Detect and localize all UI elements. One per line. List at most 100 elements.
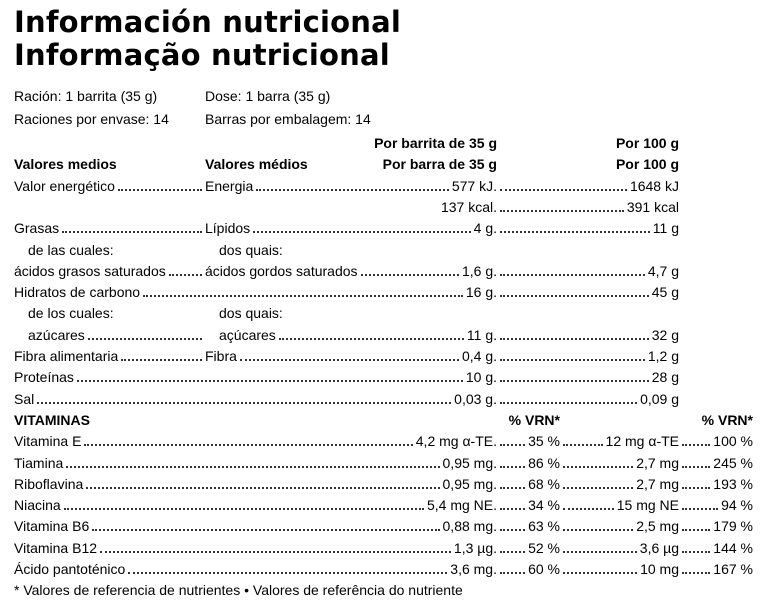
vrn-heading: % VRN* [701, 411, 753, 428]
cell: Por 100 g [497, 154, 679, 174]
value-serving: 10 g. [465, 369, 497, 386]
cell: Por 100 g [497, 133, 679, 153]
leader [500, 486, 526, 489]
cell: Valores médios Por barra de 35 g [205, 154, 497, 174]
leader [563, 572, 638, 574]
value-100g: 391 kcal [626, 198, 679, 215]
header-row: Por barrita de 35 g Por 100 g [14, 133, 679, 153]
cell: Tiamina 0,95 mg. [14, 453, 497, 473]
leader [121, 359, 202, 361]
cell: 0,09 g [497, 389, 679, 409]
value-100g: 1648 kJ [629, 177, 679, 194]
cell: Fibra 0,4 g. [205, 346, 497, 366]
cell: Niacina 5,4 mg NE. [14, 495, 497, 515]
leader [500, 337, 649, 340]
label-pt: Energia [205, 177, 254, 194]
vitamin-row: Riboflavina 0,95 mg. 68 % 2,7 mg 193 % [14, 474, 753, 494]
cell: 32 g [497, 325, 679, 345]
leader [682, 572, 711, 574]
cell: 15 mg NE [560, 495, 679, 515]
nutrient-row: Grasas Lípidos 4 g. 11 g [14, 218, 679, 238]
leader [563, 486, 634, 489]
leader [84, 444, 413, 447]
cell: açúcares 11 g. [205, 325, 497, 345]
leader [682, 550, 711, 553]
cell: 179 % [679, 516, 753, 536]
value-100g: 1,2 g [647, 348, 679, 364]
cell: 12 mg α-TE [560, 431, 679, 451]
cell: Valores medios [14, 154, 205, 174]
vrn-serving: 34 % [528, 497, 560, 514]
leader [92, 529, 440, 532]
value-serving: 577 kJ. [451, 177, 497, 194]
value-serving: 1,3 µg. [453, 539, 497, 556]
cell: VITAMINAS [14, 410, 497, 430]
vrn-100g: 167 % [713, 561, 753, 577]
label-es: Hidratos de carbono [14, 284, 141, 301]
label-pt: açúcares [219, 326, 276, 343]
cell: 94 % [679, 495, 753, 515]
value-100g: 10 mg [640, 561, 679, 577]
value-100g: 3,6 µg [639, 539, 679, 556]
cell: Vitamina E 4,2 mg α-TE. [14, 431, 497, 451]
cell: Sal 0,03 g. [14, 389, 497, 409]
nutrient-row: Valor energético Energia 577 kJ. 1648 kJ [14, 176, 679, 196]
leader [563, 529, 634, 532]
nutrient-row: Sal 0,03 g. 0,09 g [14, 389, 679, 409]
cell: 2,7 mg [560, 474, 679, 494]
cell: Valor energético [14, 176, 205, 196]
label-es: ácidos grasos saturados [14, 262, 166, 279]
leader [500, 295, 649, 298]
vitamin-row: Niacina 5,4 mg NE. 34 % 15 mg NE 94 % [14, 495, 753, 515]
vitamin-row: Vitamina B6 0,88 mg. 63 % 2,5 mg 179 % [14, 516, 753, 536]
cell: Hidratos de carbono 16 g. [14, 282, 497, 302]
cell: % VRN* [497, 410, 560, 430]
serving-info: Raciones por envase: 14 [14, 111, 169, 127]
value-serving: 137 kcal. [440, 198, 497, 215]
label-pt: dos quais: [219, 241, 283, 258]
leader [253, 231, 471, 234]
leader [500, 550, 526, 553]
leader [66, 465, 440, 468]
label-pt: Fibra [205, 348, 237, 364]
leader [500, 465, 526, 468]
leader [682, 508, 719, 511]
leader [682, 486, 711, 489]
label-pt: dos quais: [219, 305, 283, 322]
value-serving: 0,03 g. [454, 390, 497, 407]
leader [682, 529, 711, 532]
label-es: Grasas [14, 220, 60, 237]
vrn-serving: 60 % [528, 561, 560, 577]
vrn-heading: % VRN* [508, 411, 560, 428]
cell: 2,5 mg [560, 516, 679, 536]
cell: 63 % [497, 516, 560, 536]
cell: Por barrita de 35 g [374, 133, 497, 153]
cell: Fibra alimentaria [14, 346, 205, 366]
value-100g: 45 g [651, 284, 679, 301]
cell: 11 g [497, 218, 679, 238]
cell: 68 % [497, 474, 560, 494]
leader [500, 380, 649, 383]
leader [100, 550, 451, 553]
vitamin-header: VITAMINAS % VRN* % VRN* [14, 410, 753, 430]
column-label: Valores medios [14, 156, 117, 173]
vrn-100g: 179 % [713, 518, 753, 535]
nutrient-row: 137 kcal. 391 kcal [14, 197, 679, 217]
leader [239, 359, 459, 361]
title: Informação nutricional [14, 38, 390, 72]
leader [360, 273, 459, 276]
label-pt: ácidos gordos saturados [205, 262, 358, 279]
cell: 167 % [679, 559, 753, 579]
column-header: Por 100 g [615, 156, 679, 173]
value-100g: 15 mg NE [616, 497, 679, 514]
leader [500, 508, 526, 511]
column-label: Valores médios [205, 156, 308, 173]
value-100g: 0,09 g [640, 390, 679, 407]
value-serving: 1,6 g. [461, 262, 497, 279]
value-serving: 16 g. [465, 284, 497, 301]
value-100g: 11 g [652, 220, 679, 237]
label-es: azúcares [28, 326, 85, 343]
vitamins-heading: VITAMINAS [14, 411, 90, 428]
cell: de las cuales: [14, 240, 205, 260]
